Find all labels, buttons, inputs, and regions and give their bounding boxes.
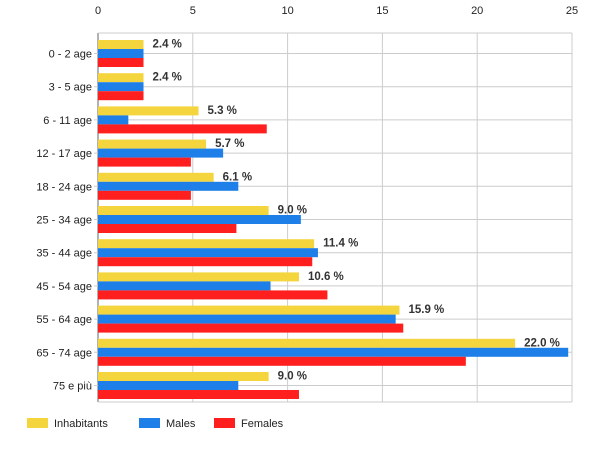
bar-inhabitants	[98, 206, 269, 215]
x-tick-label: 10	[281, 5, 293, 17]
bar-males	[98, 347, 569, 357]
category-label: 6 - 11 age	[43, 115, 92, 127]
legend-swatch-males	[139, 418, 160, 428]
category-label: 25 - 34 age	[36, 215, 92, 227]
data-label: 9.0 %	[278, 371, 307, 383]
category-labels: 0 - 2 age 3 - 5 age 6 - 11 age 12 - 17 age 1…	[36, 49, 92, 393]
bar-males	[98, 181, 239, 191]
category-label: 55 - 64 age	[36, 314, 92, 326]
bar-inhabitants	[98, 172, 214, 182]
legend-label: Females	[241, 418, 284, 430]
bar-inhabitants	[98, 272, 299, 282]
bar-inhabitants	[98, 239, 315, 249]
data-label: 5.7 %	[215, 138, 244, 150]
data-label: 11.4 %	[323, 238, 358, 250]
data-label: 9.0 %	[278, 205, 307, 217]
bar-inhabitants	[98, 338, 516, 348]
x-tick-label: 20	[471, 5, 483, 17]
x-axis-ticks: 0 5 10 15 20 25	[95, 5, 578, 17]
legend-label: Inhabitants	[54, 418, 108, 430]
category-label: 18 - 24 age	[36, 181, 92, 193]
bar-males	[98, 115, 129, 125]
bar-males	[98, 49, 144, 58]
bar-females	[98, 91, 144, 101]
bar-females	[98, 290, 328, 300]
bar-inhabitants	[98, 106, 199, 116]
bar-inhabitants	[98, 40, 144, 49]
bar-males	[98, 82, 144, 92]
data-label: 10.6 %	[308, 271, 344, 283]
bar-females	[98, 124, 267, 134]
data-label: 22.0 %	[524, 337, 560, 349]
data-label: 5.3 %	[207, 105, 236, 117]
x-tick-label: 15	[376, 5, 388, 17]
bar-males	[98, 281, 271, 291]
bar-males	[98, 381, 239, 390]
category-label: 75 e più	[53, 381, 92, 393]
bar-females	[98, 257, 313, 267]
bar-inhabitants	[98, 139, 207, 149]
data-label: 2.4 %	[153, 72, 182, 84]
bar-females	[98, 190, 191, 200]
bars	[98, 40, 569, 399]
data-labels: 2.4 % 2.4 % 5.3 % 5.7 % 6.1 % 9.0 % 11.4 % 10.6…	[153, 39, 560, 383]
bar-inhabitants	[98, 73, 144, 83]
bar-females	[98, 390, 299, 399]
category-label: 3 - 5 age	[49, 82, 92, 94]
x-tick-label: 25	[566, 5, 578, 17]
bar-females	[98, 224, 237, 233]
category-label: 35 - 44 age	[36, 248, 92, 260]
bar-males	[98, 248, 318, 258]
bar-inhabitants	[98, 372, 269, 381]
legend-swatch-females	[214, 418, 235, 428]
x-tick-label: 5	[190, 5, 196, 17]
bar-females	[98, 356, 466, 366]
bar-females	[98, 157, 191, 167]
x-tick-label: 0	[95, 5, 101, 17]
data-label: 15.9 %	[408, 304, 444, 316]
legend: Inhabitants Males Females	[27, 418, 284, 430]
category-label: 12 - 17 age	[36, 148, 92, 160]
bar-inhabitants	[98, 305, 400, 315]
category-label: 65 - 74 age	[36, 347, 92, 359]
bar-males	[98, 314, 396, 324]
bar-males	[98, 148, 224, 158]
category-label: 0 - 2 age	[49, 49, 92, 61]
legend-label: Males	[166, 418, 196, 430]
bar-females	[98, 58, 144, 67]
bar-females	[98, 323, 404, 333]
bar-males	[98, 215, 301, 224]
data-label: 6.1 %	[223, 171, 252, 183]
data-label: 2.4 %	[153, 39, 182, 51]
legend-swatch-inhabitants	[27, 418, 48, 428]
category-label: 45 - 54 age	[36, 281, 92, 293]
